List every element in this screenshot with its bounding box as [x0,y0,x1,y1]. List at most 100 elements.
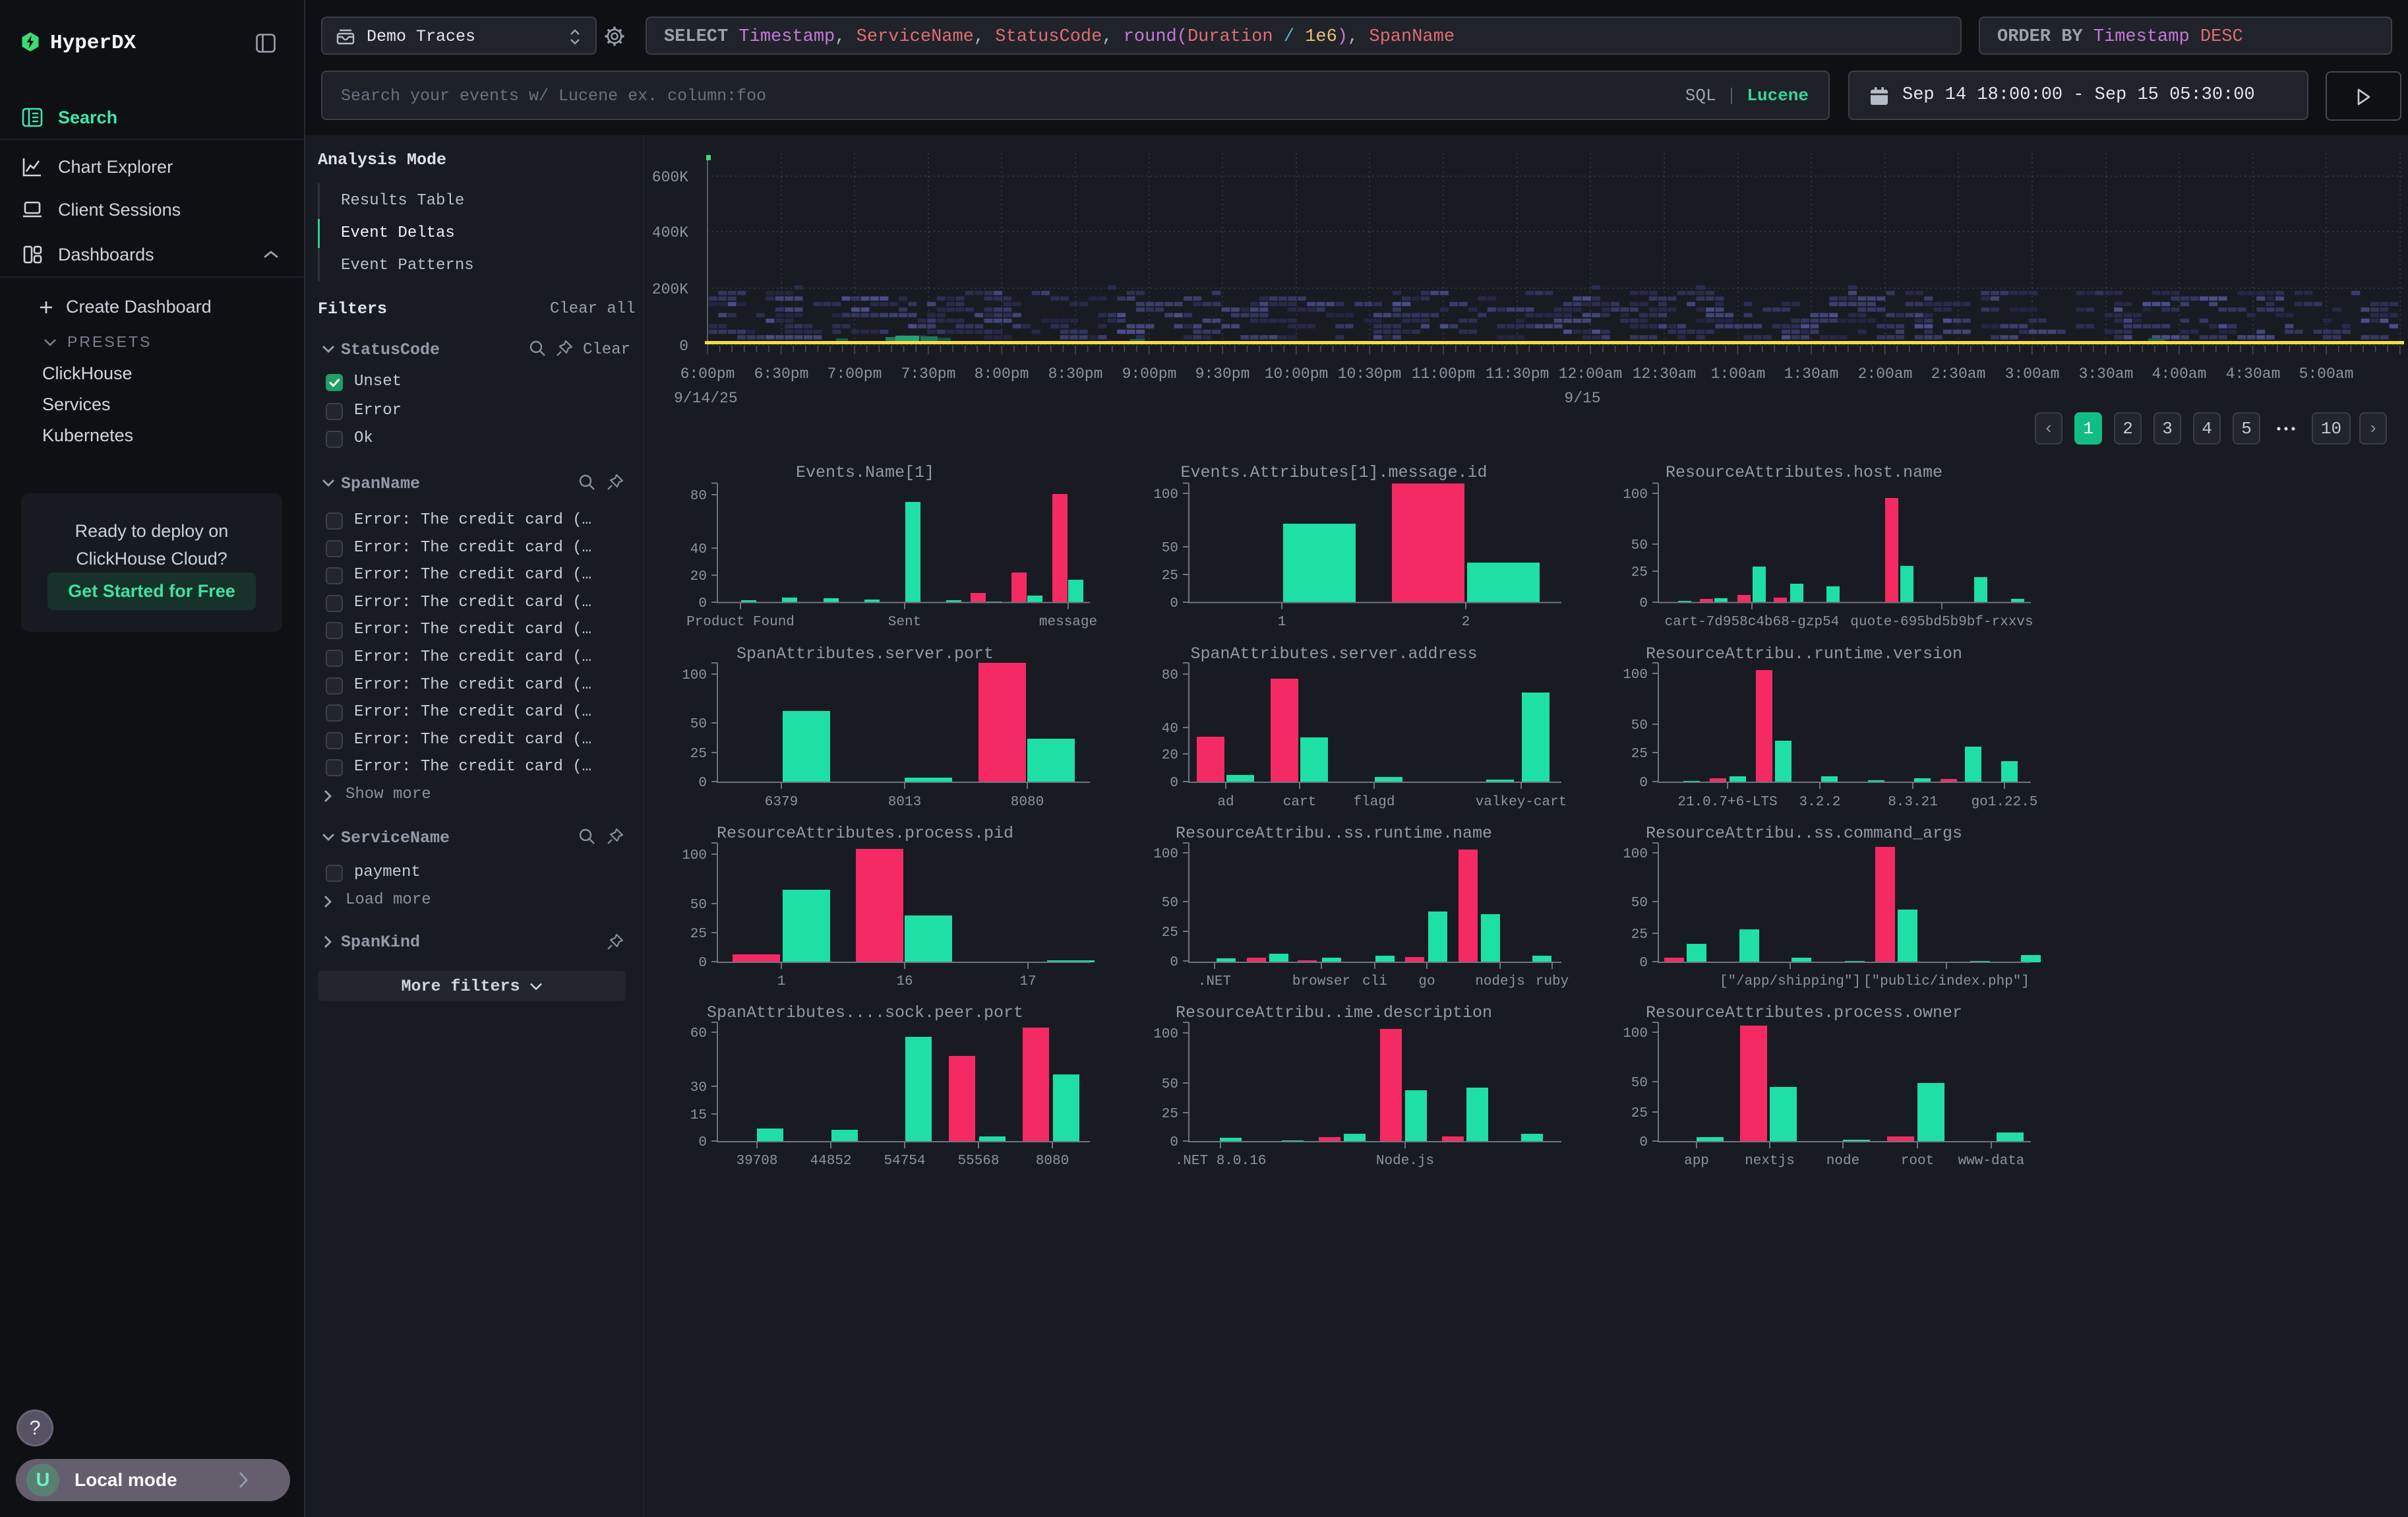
svg-text:50: 50 [1162,896,1178,911]
svg-text:Node.js: Node.js [1376,1154,1434,1169]
svg-text:600K: 600K [652,169,688,186]
svg-text:go: go [1418,974,1435,989]
svg-text:8:00pm: 8:00pm [975,365,1029,383]
svg-text:root: root [1901,1154,1934,1169]
svg-text:50: 50 [1162,1077,1178,1092]
svg-text:400K: 400K [652,224,688,241]
svg-text:12:30am: 12:30am [1633,365,1697,383]
svg-text:ResourceAttributes.host.name: ResourceAttributes.host.name [1666,463,1942,482]
svg-text:25: 25 [1162,1107,1178,1122]
svg-text:40: 40 [1162,722,1178,737]
svg-text:7:30pm: 7:30pm [901,365,956,383]
svg-text:SpanAttributes.server.port: SpanAttributes.server.port [737,644,994,664]
svg-text:cart-7d958c4b68-gzp54: cart-7d958c4b68-gzp54 [1665,615,1840,630]
svg-text:50: 50 [1631,896,1648,911]
svg-text:0: 0 [1170,955,1178,970]
svg-text:1:30am: 1:30am [1784,365,1839,383]
svg-text:25: 25 [1162,925,1178,941]
svg-text:ResourceAttribu..ss.runtime.na: ResourceAttribu..ss.runtime.name [1176,824,1492,843]
svg-text:ad: ad [1217,795,1234,810]
svg-text:1: 1 [777,974,786,989]
svg-text:40: 40 [690,542,707,557]
svg-text:12:00am: 12:00am [1559,365,1623,383]
svg-text:100: 100 [682,668,707,683]
svg-text:app: app [1684,1154,1709,1169]
svg-text:9:00pm: 9:00pm [1122,365,1177,383]
svg-text:0: 0 [1170,596,1178,611]
svg-text:cart: cart [1283,795,1316,810]
svg-text:20: 20 [1162,748,1178,763]
svg-text:0: 0 [1639,596,1648,611]
svg-text:0: 0 [1170,776,1178,791]
svg-text:message: message [1039,615,1097,630]
svg-text:Product Found: Product Found [686,615,795,630]
svg-text:50: 50 [690,898,707,913]
svg-text:3:00am: 3:00am [2005,365,2060,383]
svg-text:0: 0 [1639,956,1648,971]
svg-text:4:00am: 4:00am [2152,365,2207,383]
svg-text:2: 2 [1462,615,1470,630]
svg-text:Events.Name[1]: Events.Name[1] [796,463,934,482]
svg-text:quote-695bd5b9bf-rxxvs: quote-695bd5b9bf-rxxvs [1850,615,2033,630]
svg-text:valkey-cart: valkey-cart [1476,795,1567,810]
svg-text:2:30am: 2:30am [1931,365,1986,383]
svg-text:0: 0 [1639,776,1648,791]
svg-text:www-data: www-data [1958,1154,2025,1169]
svg-text:nextjs: nextjs [1745,1154,1795,1169]
svg-text:ruby: ruby [1536,974,1569,989]
svg-text:8080: 8080 [1011,795,1044,810]
svg-text:nodejs: nodejs [1475,974,1525,989]
svg-text:["/app/shipping"]: ["/app/shipping"] [1720,974,1861,989]
svg-text:11:00pm: 11:00pm [1412,365,1476,383]
svg-text:ResourceAttribu..ime.descripti: ResourceAttribu..ime.description [1176,1003,1492,1022]
svg-text:go1.22.5: go1.22.5 [1972,795,2038,810]
svg-text:25: 25 [1631,565,1648,580]
svg-text:Sent: Sent [888,615,921,630]
svg-text:.NET: .NET [1198,974,1231,989]
svg-text:80: 80 [1162,668,1178,683]
svg-text:10:00pm: 10:00pm [1265,365,1329,383]
svg-text:200K: 200K [652,281,688,298]
svg-text:16: 16 [896,974,913,989]
svg-text:6:30pm: 6:30pm [754,365,809,383]
svg-text:100: 100 [682,848,707,863]
svg-text:0: 0 [1170,1135,1178,1150]
svg-text:0: 0 [698,1135,707,1150]
svg-text:9:30pm: 9:30pm [1195,365,1250,383]
svg-text:0: 0 [698,596,707,611]
svg-text:2:00am: 2:00am [1858,365,1913,383]
svg-text:100: 100 [1623,667,1648,683]
svg-text:10:30pm: 10:30pm [1338,365,1402,383]
svg-text:60: 60 [690,1026,707,1041]
svg-text:ResourceAttributes.process.own: ResourceAttributes.process.owner [1646,1003,1962,1022]
svg-text:21.0.7+6-LTS: 21.0.7+6-LTS [1677,795,1777,810]
svg-text:8013: 8013 [888,795,921,810]
svg-text:39708: 39708 [736,1154,777,1169]
svg-text:25: 25 [1631,1106,1648,1121]
svg-text:6379: 6379 [765,795,798,810]
svg-text:1:00am: 1:00am [1711,365,1766,383]
svg-text:44852: 44852 [810,1154,851,1169]
svg-text:Events.Attributes[1].message.i: Events.Attributes[1].message.id [1180,463,1487,482]
svg-text:.NET 8.0.16: .NET 8.0.16 [1175,1154,1267,1169]
svg-text:ResourceAttributes.process.pid: ResourceAttributes.process.pid [717,824,1013,843]
svg-text:0: 0 [698,776,707,791]
svg-text:8080: 8080 [1036,1154,1069,1169]
svg-text:0: 0 [1639,1135,1648,1150]
svg-text:flagd: flagd [1353,795,1395,810]
svg-text:25: 25 [1631,927,1648,943]
svg-text:browser: browser [1292,974,1350,989]
svg-text:5:00am: 5:00am [2299,365,2354,383]
svg-text:50: 50 [1631,1076,1648,1091]
svg-text:ResourceAttribu..ss.command_ar: ResourceAttribu..ss.command_args [1646,824,1962,843]
svg-text:9/15: 9/15 [1564,390,1600,407]
svg-text:17: 17 [1019,974,1036,989]
svg-text:100: 100 [1153,847,1178,862]
svg-text:0: 0 [679,338,688,355]
svg-text:100: 100 [1623,1026,1648,1041]
svg-text:50: 50 [1631,538,1648,553]
svg-text:0: 0 [698,956,707,971]
svg-text:50: 50 [1162,541,1178,556]
svg-text:25: 25 [690,747,707,762]
svg-text:100: 100 [1623,487,1648,503]
